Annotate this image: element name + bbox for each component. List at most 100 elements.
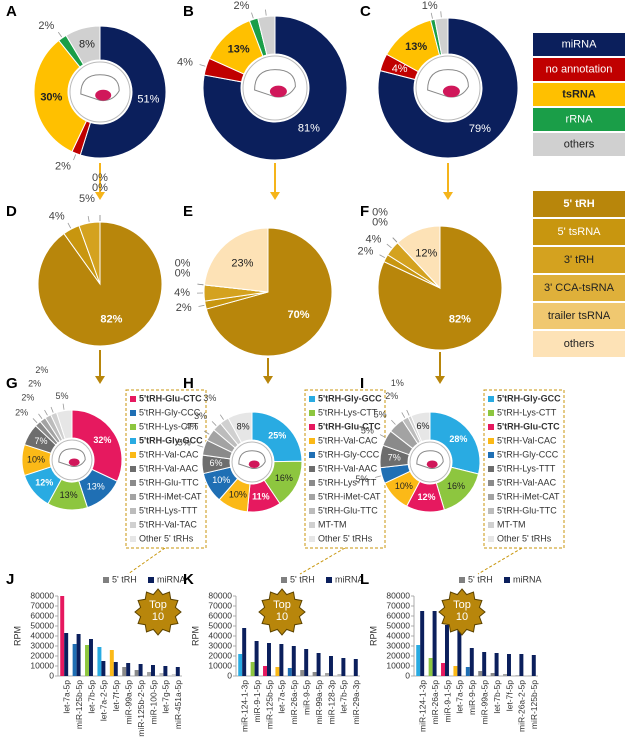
bar [507, 654, 511, 676]
brain-icon [238, 450, 266, 470]
bar [267, 643, 271, 676]
legend-label: 5'tRH-Gly-CCC [497, 449, 559, 459]
legend-swatch [309, 424, 315, 430]
bar [126, 663, 131, 676]
brain-region [442, 85, 460, 98]
y-axis-label: RPM [368, 626, 378, 646]
panel-label: H [183, 375, 194, 392]
bar [494, 653, 499, 676]
legend-swatch [309, 494, 315, 500]
bar [316, 653, 321, 676]
value-label: 70% [288, 309, 310, 321]
legend-swatch [281, 577, 287, 583]
value-label: 82% [449, 313, 471, 325]
y-tick-label: 0 [405, 670, 410, 680]
legend-swatch [309, 452, 315, 458]
y-tick-label: 70000 [30, 600, 54, 610]
bar [101, 661, 106, 676]
x-tick-label: miR-125b-5p [264, 680, 274, 729]
badge-box: Top 10 [273, 599, 291, 623]
value-label: 4% [185, 422, 198, 432]
y-tick-label: 20000 [30, 650, 54, 660]
slice [71, 409, 123, 482]
connector [299, 547, 346, 575]
bar [291, 646, 296, 676]
bar [453, 666, 458, 676]
legend-swatch [533, 58, 625, 81]
y-tick-label: 10000 [208, 660, 232, 670]
x-tick-label: miR-9-1-5p [252, 680, 262, 723]
badge [134, 588, 182, 636]
legend-swatch [130, 452, 136, 458]
y-tick-label: 70000 [208, 600, 232, 610]
legend-swatch [130, 424, 136, 430]
value-label: 2% [55, 160, 71, 172]
value-label: 3% [203, 393, 216, 403]
value-label: 51% [137, 93, 159, 105]
legend-label: 5'tRH-iMet-CAT [318, 491, 381, 501]
slice [65, 25, 101, 66]
arrow-head [270, 192, 280, 200]
legend-swatch [533, 275, 625, 301]
legend-swatch [309, 466, 315, 472]
legend-label: 5'tRH-Glu-TTC [139, 477, 199, 487]
bar [76, 634, 81, 676]
value-label: 10% [212, 475, 230, 485]
x-tick-label: miR-125b-5p [74, 680, 84, 729]
legend-swatch [488, 396, 494, 402]
y-tick-label: 10000 [386, 660, 410, 670]
leader-line [44, 409, 48, 416]
bar [503, 674, 507, 676]
value-label: 2% [28, 378, 41, 388]
legend-label: 5'tRH-Gly-GCC [139, 435, 203, 445]
legend-swatch [488, 508, 494, 514]
legend-box [483, 389, 565, 549]
value-label: 11% [252, 491, 270, 501]
legend-swatch [488, 452, 494, 458]
value-label: 6% [210, 458, 223, 468]
y-tick-label: 70000 [386, 600, 410, 610]
bar [527, 675, 532, 676]
bar [515, 675, 520, 676]
x-tick-label: let-7f-5p [504, 680, 514, 711]
bar [325, 673, 329, 676]
bar [531, 655, 536, 676]
legend-label: miRNA [513, 574, 542, 584]
legend-label: 5'tRH-Glu-TTC [497, 505, 557, 515]
bar [478, 671, 483, 676]
panel-label: I [360, 375, 364, 392]
slice [79, 25, 167, 159]
value-label: 2% [357, 245, 373, 257]
brain-icon [416, 450, 444, 470]
value-label: 2% [176, 302, 192, 314]
badge-text: Top 10 [273, 599, 291, 623]
legend-label: 5'tRH-Glu-CTC [497, 421, 560, 431]
legend-label: 5'tRH-Lys-CTT [497, 407, 557, 417]
x-tick-label: let-7b-5p [339, 680, 349, 714]
y-tick-label: 80000 [386, 590, 410, 600]
value-label: 7% [35, 436, 48, 446]
panel-label: L [360, 571, 369, 588]
value-label: 4% [366, 233, 382, 245]
slice [429, 411, 481, 475]
bar [275, 667, 280, 676]
x-tick-label: miR-124-1-3p [417, 680, 427, 732]
y-tick-label: 30000 [30, 640, 54, 650]
value-label: 16% [447, 481, 465, 491]
legend-label: 5'tRH-Val-TAC [139, 519, 197, 529]
panel-label: K [183, 571, 194, 588]
value-label: 12% [35, 477, 53, 487]
bar [519, 654, 524, 676]
x-tick-label: miR-128-3p [326, 680, 336, 725]
legend-label: 5'tRH-Gly-CCC [139, 407, 201, 417]
brain-region [68, 458, 80, 466]
x-tick-label: miR-26a-5p [430, 680, 440, 725]
legend-label: Other 5' tRHs [318, 533, 373, 543]
x-tick-label: miR-26a-5p [289, 680, 299, 725]
legend-label: MT-TM [318, 519, 347, 529]
leader-line [50, 406, 54, 413]
legend-swatch [309, 508, 315, 514]
value-label: 13% [60, 490, 78, 500]
value-label: 8% [237, 421, 250, 431]
legend-label: 5'tRH-Glu-CTC [139, 393, 202, 403]
